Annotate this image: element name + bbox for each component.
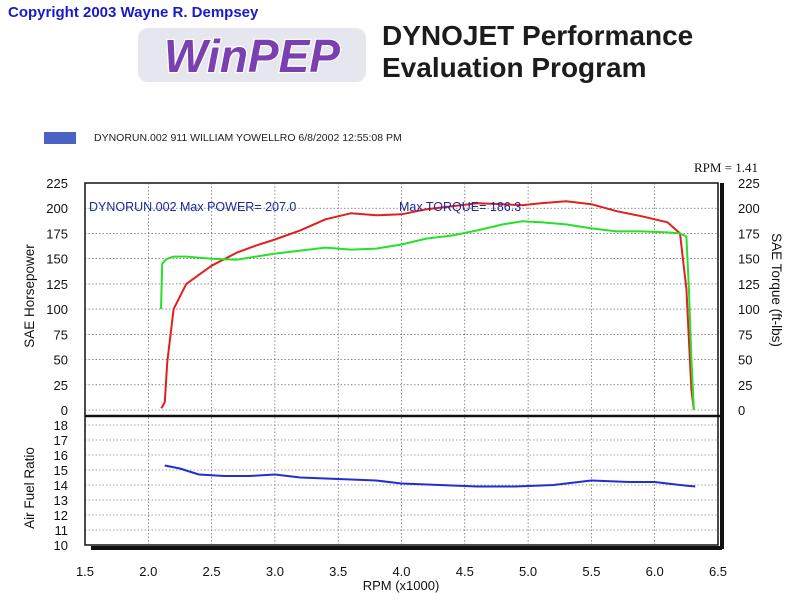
afr-tick-label: 18	[54, 418, 68, 433]
y-axis-title-right: SAE Torque (ft-lbs)	[769, 233, 784, 347]
x-tick-label: 6.5	[709, 564, 727, 579]
y-tick-label: 225	[46, 176, 68, 191]
x-tick-label: 5.0	[519, 564, 537, 579]
afr-tick-label: 17	[54, 433, 68, 448]
y-tick-label: 75	[54, 327, 68, 342]
y-tick-label: 50	[54, 353, 68, 368]
afr-tick-label: 12	[54, 508, 68, 523]
y-tick-label-right: 150	[738, 252, 760, 267]
afr-axis-title: Air Fuel Ratio	[22, 447, 37, 529]
run-header-text: DYNORUN.002 911 WILLIAM YOWELLRO 6/8/200…	[94, 132, 402, 144]
y-tick-label: 150	[46, 252, 68, 267]
series-line-afr	[164, 464, 696, 488]
series-line-power	[160, 200, 695, 411]
afr-tick-label: 16	[54, 448, 68, 463]
y-axis-title-left: SAE Horsepower	[22, 244, 37, 348]
afr-tick-label: 15	[54, 463, 68, 478]
y-tick-label-right: 125	[738, 277, 760, 292]
x-tick-label: 6.0	[646, 564, 664, 579]
x-tick-label: 5.5	[582, 564, 600, 579]
y-tick-label-right: 75	[738, 327, 752, 342]
y-tick-label-right: 175	[738, 226, 760, 241]
y-tick-label-right: 0	[738, 403, 745, 418]
y-tick-label-right: 200	[738, 201, 760, 216]
y-tick-label-right: 225	[738, 176, 760, 191]
y-tick-label: 0	[61, 403, 68, 418]
y-tick-label-right: 50	[738, 353, 752, 368]
copyright-text: Copyright 2003 Wayne R. Dempsey	[8, 4, 259, 21]
y-tick-label: 125	[46, 277, 68, 292]
y-tick-label: 175	[46, 226, 68, 241]
y-tick-label-right: 100	[738, 302, 760, 317]
run-header: DYNORUN.002 911 WILLIAM YOWELLRO 6/8/200…	[44, 128, 402, 148]
afr-tick-label: 14	[54, 478, 68, 493]
afr-tick-label: 13	[54, 493, 68, 508]
afr-tick-label: 10	[54, 538, 68, 553]
rpm-readout: RPM = 1.41	[694, 160, 759, 175]
x-tick-label: 4.0	[392, 564, 410, 579]
subtitle-line-2: Evaluation Program	[382, 52, 647, 83]
x-tick-label: 1.5	[76, 564, 94, 579]
x-axis-title: RPM (x1000)	[363, 578, 440, 593]
x-tick-label: 3.0	[266, 564, 284, 579]
y-tick-label: 25	[54, 378, 68, 393]
plot-frame	[84, 182, 719, 546]
subtitle-line-1: DYNOJET Performance	[382, 20, 694, 51]
x-tick-label: 2.0	[139, 564, 157, 579]
x-tick-label: 3.5	[329, 564, 347, 579]
y-tick-label-right: 25	[738, 378, 752, 393]
run-legend-swatch	[44, 132, 76, 144]
y-tick-label: 200	[46, 201, 68, 216]
x-tick-label: 2.5	[203, 564, 221, 579]
afr-tick-label: 11	[55, 523, 69, 538]
x-tick-label: 4.5	[456, 564, 474, 579]
winpep-logo: WinPEP	[138, 22, 368, 84]
y-tick-label: 100	[46, 302, 68, 317]
max-torque-annotation: Max TORQUE= 186.3	[399, 200, 521, 214]
series-line-torque	[160, 220, 695, 411]
logo-text: WinPEP	[164, 30, 340, 82]
max-power-annotation: DYNORUN.002 Max POWER= 207.0	[89, 200, 296, 214]
